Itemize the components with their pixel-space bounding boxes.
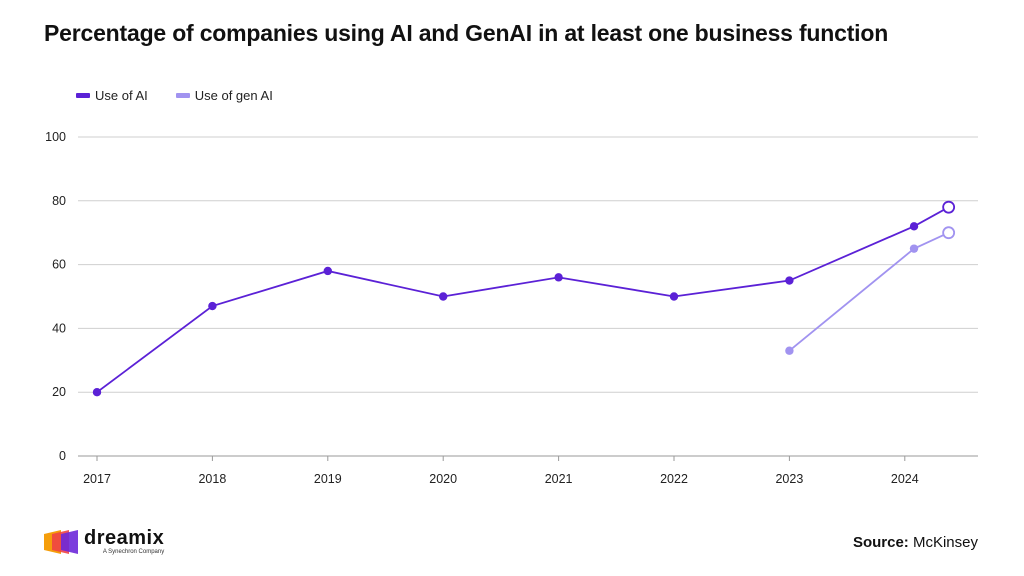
chart-title: Percentage of companies using AI and Gen… xyxy=(44,20,889,46)
series-line-genai xyxy=(788,231,950,352)
x-tick-label: 2024 xyxy=(891,472,919,486)
y-tick-label: 20 xyxy=(52,385,66,399)
x-tick-label: 2019 xyxy=(314,472,342,486)
data-point-ai xyxy=(909,222,919,231)
legend-item-ai: Use of AI xyxy=(76,88,148,103)
data-point-ai xyxy=(92,388,102,397)
data-point-ai xyxy=(669,292,679,301)
brand-tagline: A Synechron Company xyxy=(102,549,165,555)
brand-name: dreamix xyxy=(84,527,165,549)
y-tick-label: 60 xyxy=(52,258,66,272)
legend-label-genai: Use of gen AI xyxy=(194,88,273,103)
data-point-ai xyxy=(785,276,794,285)
legend: Use of AI Use of gen AI xyxy=(76,88,301,103)
data-point-ai xyxy=(554,273,563,282)
data-point-ai xyxy=(439,292,448,301)
data-point-ai xyxy=(323,266,332,276)
data-point-genai xyxy=(909,244,919,253)
legend-item-genai: Use of gen AI xyxy=(175,88,273,103)
y-tick-label: 0 xyxy=(59,449,66,463)
x-tick-label: 2018 xyxy=(198,472,226,486)
source-note: Source: McKinsey xyxy=(853,534,978,551)
legend-swatch-genai xyxy=(175,93,190,98)
y-tick-label: 80 xyxy=(52,194,66,208)
legend-swatch-ai xyxy=(76,93,90,98)
source-label: Source: xyxy=(852,534,909,551)
legend-label-ai: Use of AI xyxy=(95,88,148,103)
data-point-ai xyxy=(942,200,956,214)
x-tick-label: 2017 xyxy=(83,472,111,486)
x-tick-label: 2022 xyxy=(660,472,688,486)
x-tick-label: 2021 xyxy=(545,472,573,486)
source-value: McKinsey xyxy=(912,534,978,551)
x-tick-label: 2020 xyxy=(429,472,457,486)
x-tick-label: 2023 xyxy=(775,472,803,486)
brand-logo: dreamix A Synechron Company xyxy=(44,528,164,556)
data-point-ai xyxy=(208,301,217,311)
y-tick-label: 100 xyxy=(45,130,66,144)
data-point-genai xyxy=(942,226,956,240)
data-point-genai xyxy=(785,346,794,355)
series-line-ai xyxy=(96,206,950,393)
dreamix-logo-icon xyxy=(44,530,78,554)
y-tick-label: 40 xyxy=(52,321,66,335)
